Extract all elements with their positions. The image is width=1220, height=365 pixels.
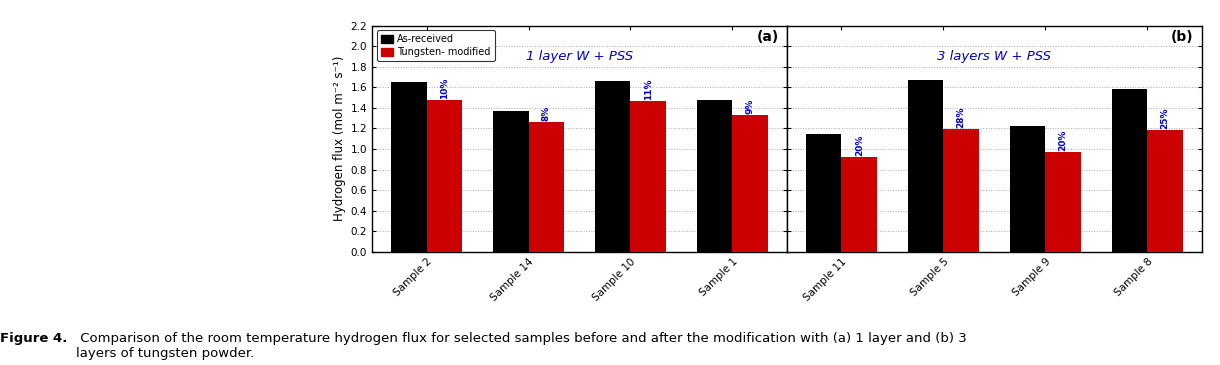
- Text: 3 layers W + PSS: 3 layers W + PSS: [937, 50, 1052, 64]
- Text: 25%: 25%: [1160, 108, 1170, 130]
- Bar: [528, 122, 564, 252]
- Bar: [1147, 130, 1183, 252]
- Text: 20%: 20%: [1059, 130, 1068, 151]
- Text: 20%: 20%: [855, 135, 864, 156]
- Bar: [842, 157, 877, 252]
- Text: (b): (b): [1171, 30, 1193, 44]
- Text: (a): (a): [756, 30, 778, 44]
- Bar: [390, 82, 427, 252]
- Text: Figure 4.: Figure 4.: [0, 332, 67, 345]
- Text: Comparison of the room temperature hydrogen flux for selected samples before and: Comparison of the room temperature hydro…: [76, 332, 966, 360]
- Y-axis label: Hydrogen flux (mol m⁻² s⁻¹): Hydrogen flux (mol m⁻² s⁻¹): [333, 56, 346, 222]
- Bar: [943, 130, 978, 252]
- Text: 8%: 8%: [542, 106, 551, 121]
- Bar: [908, 80, 943, 252]
- Legend: As-received, Tungsten- modified: As-received, Tungsten- modified: [377, 30, 494, 61]
- Text: 28%: 28%: [956, 107, 966, 128]
- Bar: [1010, 126, 1046, 252]
- Text: 10%: 10%: [440, 77, 449, 99]
- Bar: [631, 101, 666, 252]
- Text: 1 layer W + PSS: 1 layer W + PSS: [526, 50, 633, 64]
- Bar: [595, 81, 631, 252]
- Text: 9%: 9%: [745, 99, 755, 114]
- Bar: [427, 100, 462, 252]
- Bar: [732, 115, 769, 252]
- Bar: [493, 111, 528, 252]
- Bar: [697, 100, 732, 252]
- Bar: [805, 134, 842, 252]
- Text: 11%: 11%: [644, 78, 653, 100]
- Bar: [1046, 152, 1081, 252]
- Bar: [1111, 89, 1147, 252]
